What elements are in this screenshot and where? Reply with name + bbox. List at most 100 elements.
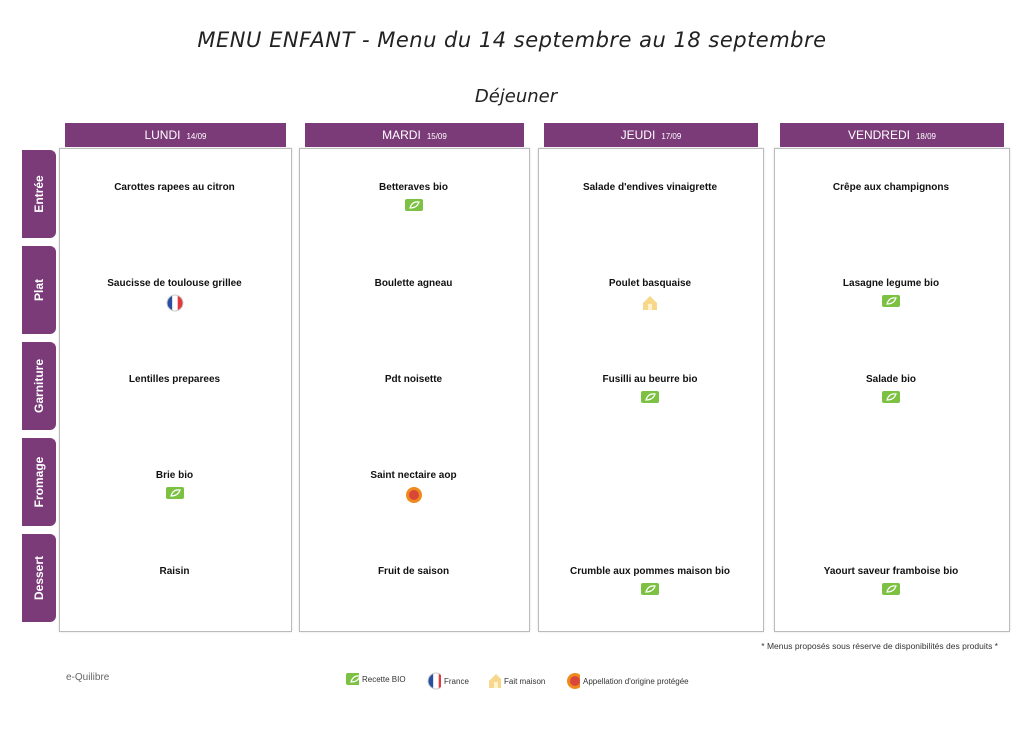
day-header: MARDI 15/09 — [305, 123, 524, 147]
dish-icons — [774, 294, 1008, 308]
day-column — [299, 148, 530, 632]
menu-item: Yaourt saveur framboise bio — [774, 566, 1008, 596]
day-name: VENDREDI — [847, 128, 910, 142]
dish-icons — [59, 294, 290, 312]
legend-item: Fait maison — [487, 672, 545, 690]
dish-icons — [299, 198, 528, 212]
dish-icons — [774, 582, 1008, 596]
menu-item: Salade bio — [774, 374, 1008, 404]
legend-label: Appellation d'origine protégée — [583, 676, 689, 686]
day-name: JEUDI — [620, 128, 656, 142]
icon-bio — [345, 672, 364, 686]
icon-bio — [881, 390, 901, 404]
dish-name: Crumble aux pommes maison bio — [569, 566, 731, 577]
dish-name: Carottes rapees au citron — [114, 182, 235, 193]
dish-name: Poulet basquaise — [608, 278, 692, 289]
menu-item: Raisin — [59, 566, 290, 577]
day-header: LUNDI 14/09 — [65, 123, 286, 147]
menu-item: Betteraves bio — [299, 182, 528, 212]
icon-bio — [640, 582, 660, 596]
dish-name: Pdt noisette — [384, 374, 443, 385]
day-name: LUNDI — [144, 128, 181, 142]
course-tab: Garniture — [22, 342, 56, 430]
menu-item: Saucisse de toulouse grillee — [59, 278, 290, 312]
dish-name: Lasagne legume bio — [842, 278, 940, 289]
day-name: MARDI — [382, 128, 421, 142]
legend-item: Appellation d'origine protégée — [566, 672, 689, 690]
course-label: Garniture — [32, 358, 46, 414]
menu-title: MENU ENFANT - Menu du 14 septembre au 18… — [197, 28, 827, 52]
day-column — [538, 148, 764, 632]
icon-france — [166, 294, 184, 312]
legend-label: Fait maison — [504, 676, 546, 686]
menu-item: Pdt noisette — [299, 374, 528, 385]
dish-name: Fruit de saison — [377, 566, 450, 577]
legend-label: France — [444, 676, 469, 686]
day-column — [59, 148, 292, 632]
icon-aop — [566, 672, 583, 690]
icon-bio — [881, 582, 901, 596]
menu-item: Salade d'endives vinaigrette — [538, 182, 762, 193]
icon-bio — [404, 198, 424, 212]
dish-name: Salade d'endives vinaigrette — [582, 182, 718, 193]
dish-icons — [538, 582, 762, 596]
course-label: Entrée — [32, 175, 46, 213]
dish-icons — [59, 486, 290, 500]
icon-maison — [487, 672, 503, 690]
menu-item: Fruit de saison — [299, 566, 528, 577]
dish-icons — [299, 486, 528, 504]
icon-maison — [641, 294, 659, 312]
icon-france — [427, 672, 445, 690]
icon-bio — [881, 294, 901, 308]
menu-item: Crumble aux pommes maison bio — [538, 566, 762, 596]
course-tab: Fromage — [22, 438, 56, 526]
day-header: VENDREDI 18/09 — [780, 123, 1004, 147]
dish-name: Crêpe aux champignons — [832, 182, 950, 193]
meal-subtitle: Déjeuner — [474, 86, 558, 107]
menu-item: Brie bio — [59, 470, 290, 500]
icon-bio — [640, 390, 660, 404]
menu-item: Crêpe aux champignons — [774, 182, 1008, 193]
course-tab: Plat — [22, 246, 56, 334]
dish-name: Saint nectaire aop — [370, 470, 457, 481]
course-label: Fromage — [32, 456, 46, 508]
dish-name: Brie bio — [155, 470, 194, 481]
icon-aop — [405, 486, 423, 504]
brand: e-Quilibre — [66, 672, 110, 683]
dish-name: Boulette agneau — [374, 278, 453, 289]
dish-name: Lentilles preparees — [128, 374, 221, 385]
dish-icons — [538, 294, 762, 312]
day-header: JEUDI 17/09 — [544, 123, 758, 147]
dish-name: Salade bio — [865, 374, 916, 385]
menu-item: Lasagne legume bio — [774, 278, 1008, 308]
menu-item: Saint nectaire aop — [299, 470, 528, 504]
course-label: Dessert — [32, 555, 46, 601]
menu-item: Boulette agneau — [299, 278, 528, 289]
legend-label: Recette BIO — [362, 674, 406, 684]
day-date: 14/09 — [186, 132, 207, 141]
dish-name: Raisin — [159, 566, 190, 577]
menu-item: Lentilles preparees — [59, 374, 290, 385]
course-tab: Dessert — [22, 534, 56, 622]
dish-name: Betteraves bio — [379, 182, 448, 193]
dish-name: Yaourt saveur framboise bio — [823, 566, 959, 577]
day-column — [774, 148, 1010, 632]
course-label: Plat — [32, 278, 46, 302]
course-tab: Entrée — [22, 150, 56, 238]
footnote: * Menus proposés sous réserve de disponi… — [761, 641, 998, 651]
dish-name: Fusilli au beurre bio — [602, 374, 698, 385]
dish-name: Saucisse de toulouse grillee — [107, 278, 242, 289]
dish-icons — [774, 390, 1008, 404]
legend-item: France — [427, 672, 469, 690]
icon-bio — [165, 486, 185, 500]
menu-item: Carottes rapees au citron — [59, 182, 290, 193]
menu-item: Poulet basquaise — [538, 278, 762, 312]
day-date: 17/09 — [661, 132, 682, 141]
menu-item: Fusilli au beurre bio — [538, 374, 762, 404]
dish-icons — [538, 390, 762, 404]
day-date: 18/09 — [915, 132, 937, 141]
legend-item: Recette BIO — [345, 672, 406, 686]
day-date: 15/09 — [426, 132, 447, 141]
